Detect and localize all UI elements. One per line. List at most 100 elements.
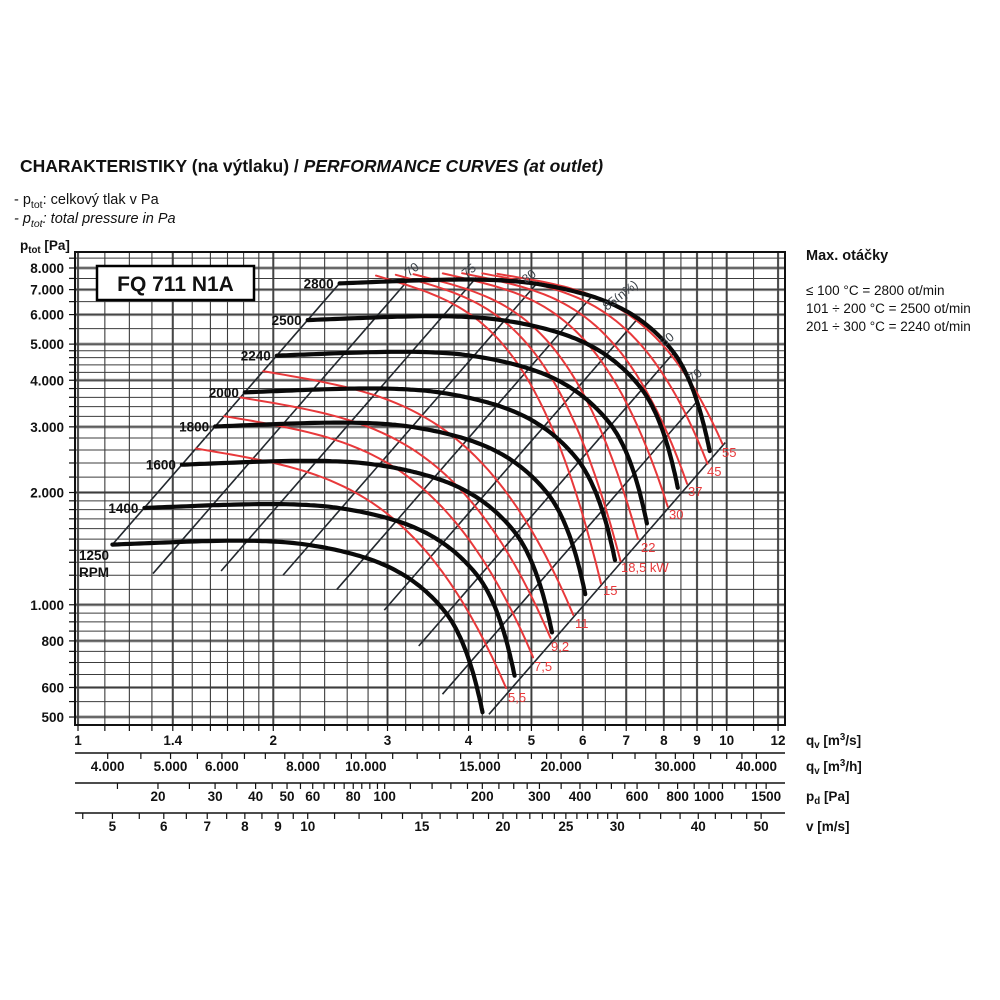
rpm-label-1400: 1400 — [108, 501, 138, 516]
scale-tick-label: 400 — [569, 789, 592, 804]
scale-tick-label: 10.000 — [345, 759, 386, 774]
max-rpm-heading: Max. otáčky — [806, 248, 889, 264]
rpm-curve-1800 — [213, 420, 588, 597]
power-curves — [195, 272, 724, 689]
scale-tick-label: 15 — [414, 819, 430, 834]
x-axis-unit: qv [m3/s] — [806, 732, 861, 751]
scale-tick-label: 200 — [471, 789, 494, 804]
curve-labels: 1400 1600 1800 2000 2240 2500 2800 1250 RPM 70 75 8… — [79, 260, 736, 705]
scale-tick-label: 20.000 — [540, 759, 581, 774]
scale-tick-label: 5.000 — [154, 759, 188, 774]
scale-tick-label: 8 — [241, 819, 249, 834]
scale-tick-label: 60 — [305, 789, 320, 804]
scale-tick-label: 80 — [346, 789, 361, 804]
x-tick-label: 10 — [719, 733, 734, 748]
y-tick-label: 1.000 — [30, 598, 64, 613]
eta-label-75: 75 — [459, 261, 479, 281]
scale-unit-qv_m3h: qv [m3/h] — [806, 758, 862, 777]
power-label-55: 5,5 — [508, 690, 526, 705]
x-tick-label: 5 — [528, 733, 536, 748]
rpm-curve-2800 — [337, 277, 712, 454]
x-tick-label: 9 — [693, 733, 701, 748]
power-label-11: 11 — [575, 616, 589, 631]
rpm-label-2000: 2000 — [209, 385, 239, 400]
max-rpm-line: 101 ÷ 200 °C = 2500 ot/min — [806, 301, 971, 316]
power-label-55: 55 — [722, 445, 736, 460]
scale-tick-label: 50 — [280, 789, 295, 804]
rpm-label-2240: 2240 — [241, 349, 271, 364]
scale-tick-label: 30.000 — [655, 759, 696, 774]
note-ptot-english: - ptot: total pressure in Pa — [14, 211, 176, 230]
rpm-label-1600: 1600 — [146, 458, 176, 473]
max-rpm-line: ≤ 100 °C = 2800 ot/min — [806, 283, 945, 298]
power-curve-185kW — [394, 273, 622, 562]
eta-line — [383, 316, 641, 611]
scale-tick-label: 4.000 — [91, 759, 125, 774]
rpm-label-1800: 1800 — [179, 420, 209, 435]
x-tick-label: 4 — [465, 733, 473, 748]
y-axis-unit: ptot [Pa] — [20, 238, 70, 256]
power-label-185kW: 18,5 kW — [621, 560, 669, 575]
y-tick-label: 6.000 — [30, 308, 64, 323]
max-rpm-line: 201 ÷ 300 °C = 2240 ot/min — [806, 319, 971, 334]
x-tick-label: 7 — [622, 733, 630, 748]
x-tick-label: 12 — [771, 733, 786, 748]
rpm-curve-2500 — [305, 314, 680, 490]
power-curve-22 — [412, 273, 639, 541]
x-tick-label: 8 — [660, 733, 668, 748]
scale-tick-label: 8.000 — [286, 759, 320, 774]
scale-tick-label: 30 — [610, 819, 625, 834]
title-czech: CHARAKTERISTIKY (na výtlaku) / — [20, 156, 304, 176]
power-curve-55 — [195, 447, 508, 689]
eta-label-70: 70 — [402, 260, 422, 280]
scale-tick-label: 300 — [528, 789, 551, 804]
rpm-curves — [110, 277, 712, 715]
model-badge-text: FQ 711 N1A — [117, 273, 234, 296]
power-curve-92 — [239, 396, 552, 639]
scale-unit-v_ms: v [m/s] — [806, 819, 850, 834]
x-tick-label: 6 — [579, 733, 587, 748]
power-curve-30 — [441, 272, 669, 508]
plot-frame — [74, 251, 786, 726]
y-tick-label: 500 — [41, 710, 64, 725]
scale-tick-label: 40.000 — [736, 759, 777, 774]
scale-tick-label: 20 — [150, 789, 165, 804]
power-label-75: 7,5 — [534, 659, 552, 674]
scale-tick-label: 25 — [558, 819, 574, 834]
power-curve-11 — [262, 370, 575, 616]
scale-bar-qv_m3h: 4.000 5.000 6.000 8.000 10.000 15.000 20.000 30… — [75, 752, 862, 777]
model-badge-box — [95, 264, 256, 302]
eta-line — [111, 282, 341, 546]
power-label-22: 22 — [641, 540, 655, 555]
scale-tick-label: 10 — [300, 819, 315, 834]
axes: 8.000 7.000 6.000 5.000 4.000 3.000 2.000 1.000… — [20, 238, 861, 751]
y-tick-label: 3.000 — [30, 420, 64, 435]
power-boundary-line — [488, 442, 726, 715]
scale-tick-label: 1500 — [751, 789, 781, 804]
eta-line — [418, 351, 675, 647]
scale-bar-v_ms: 5 6 7 8 9 10 15 20 25 30 40 50 v [m/s] — [75, 812, 850, 834]
power-curve-15 — [375, 274, 602, 585]
rpm-curve-2000 — [242, 386, 618, 563]
y-tick-label: 600 — [41, 680, 64, 695]
rpm-curve-1250 — [110, 538, 485, 715]
model-badge: FQ 711 N1A — [95, 264, 256, 302]
power-label-30: 30 — [669, 507, 683, 522]
rpm-unit-label: RPM — [79, 565, 109, 580]
title-english: PERFORMANCE CURVES (at outlet) — [303, 156, 604, 176]
scale-tick-label: 6.000 — [205, 759, 239, 774]
scale-bar-pd_pa: 20 30 40 50 60 80 100 200 300 400 600 800 1000 1500 pd… — [75, 782, 849, 807]
scale-tick-label: 5 — [109, 819, 117, 834]
page-title: CHARAKTERISTIKY (na výtlaku) / PERFORMAN… — [20, 156, 603, 177]
rpm-curve-1400 — [142, 502, 517, 678]
rpm-curve-2240 — [274, 349, 649, 526]
eta-line — [336, 295, 593, 591]
scale-tick-label: 100 — [373, 789, 396, 804]
power-curve-75 — [223, 415, 535, 659]
y-tick-label: 5.000 — [30, 337, 64, 352]
rpm-label-1250: 1250 — [79, 548, 109, 563]
scale-tick-label: 40 — [248, 789, 263, 804]
x-tick-label: 3 — [384, 733, 392, 748]
